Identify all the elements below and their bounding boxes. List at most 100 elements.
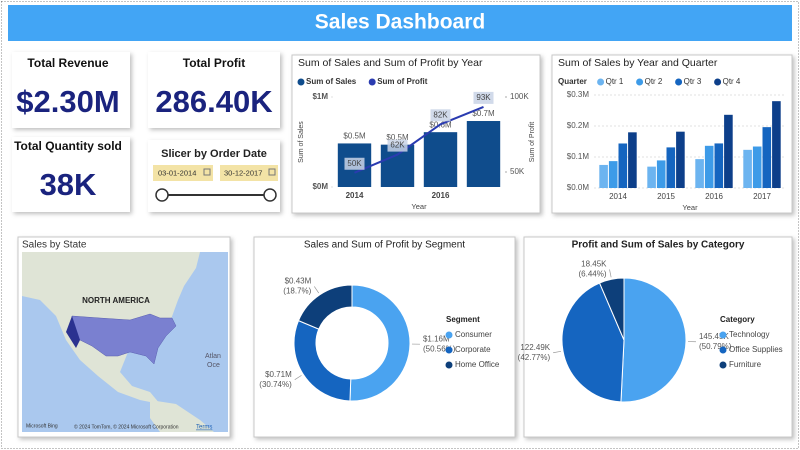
legend-label: Sum of Sales (306, 77, 357, 86)
legend-marker (719, 361, 727, 369)
y-tick-label: $0.3M (567, 90, 590, 99)
slice (561, 282, 625, 403)
legend-marker (714, 78, 722, 86)
chart-title: Sum of Sales by Year and Quarter (558, 57, 718, 69)
date-start[interactable]: 03-01-2014 (158, 168, 196, 177)
us-state[interactable] (66, 316, 80, 348)
data-label: (50.56%) (423, 344, 456, 353)
line (354, 105, 484, 174)
bar (704, 145, 714, 188)
legend-marker (719, 331, 727, 339)
card-value: 286.40K (155, 84, 273, 119)
leader-line (553, 350, 562, 354)
date-input[interactable] (153, 165, 213, 181)
y-tick-label: $1M (312, 92, 328, 101)
data-label-box (387, 139, 408, 152)
data-label: 145.45K (699, 332, 729, 341)
card (12, 137, 130, 212)
legend-label: Consumer (455, 330, 492, 339)
x-tick-label: 2016 (705, 192, 723, 201)
legend-label: Office Supplies (729, 345, 783, 354)
bar (656, 160, 666, 188)
legend-marker (719, 346, 727, 354)
bar (676, 131, 685, 188)
legend-title: Quarter (558, 77, 587, 86)
map-brand: Microsoft Bing (26, 423, 58, 429)
data-label: $0.5M (343, 132, 366, 141)
chart-title: Sum of Sales and Sum of Profit by Year (298, 57, 483, 69)
card-value: 38K (40, 167, 97, 202)
legend-label: Qtr 2 (645, 77, 663, 86)
data-label: $1.16M (423, 334, 450, 343)
data-label-box (344, 157, 365, 170)
legend-label: Qtr 1 (606, 77, 624, 86)
legend-marker (636, 78, 644, 86)
bar (714, 143, 724, 188)
y2-tick-label: 50K (510, 167, 525, 176)
x-tick-label: 2014 (609, 192, 627, 201)
bar (599, 164, 608, 188)
leader-line (609, 269, 612, 278)
data-label: 62K (390, 141, 405, 150)
slice (349, 284, 411, 402)
data-label-box (430, 109, 451, 122)
bar (423, 132, 458, 187)
bar (628, 132, 637, 188)
legend-marker (368, 78, 376, 86)
date-end[interactable]: 30-12-2017 (224, 168, 262, 177)
map-terms[interactable]: Terms (196, 425, 212, 431)
bar (762, 127, 772, 188)
data-label: $0.5M (386, 133, 409, 142)
bar (743, 149, 752, 188)
bar (647, 166, 656, 188)
y-tick-label: $0.1M (567, 152, 590, 161)
chart-title: Sales and Sum of Profit by Segment (304, 240, 465, 251)
legend-label: Technology (729, 330, 769, 339)
bar (618, 143, 628, 188)
chart-title: Profit and Sum of Sales by Category (572, 240, 745, 251)
header-title: Sales Dashboard (315, 11, 485, 34)
data-label: 82K (433, 110, 448, 119)
bar (608, 161, 618, 188)
y2-tick-label: 100K (510, 92, 529, 101)
data-label-box (473, 91, 494, 104)
us-states[interactable] (71, 313, 177, 365)
y-axis-title: Sum of Sales (298, 121, 305, 163)
leader-line (294, 375, 302, 380)
y-tick-label: $0.0M (567, 183, 590, 192)
legend-marker (297, 78, 305, 86)
bar (752, 146, 762, 188)
data-label: (6.44%) (579, 270, 607, 279)
legend-title: Segment (446, 315, 480, 324)
y-tick-label: $0.2M (567, 121, 590, 130)
map-title: Sales by State (22, 240, 87, 251)
leader-line (314, 286, 320, 294)
x-tick-label: 2016 (432, 191, 450, 200)
data-label: 50K (347, 159, 362, 168)
calendar-icon[interactable] (268, 168, 276, 176)
map[interactable] (22, 252, 228, 432)
data-label: (50.79%) (699, 342, 732, 351)
card-label: Total Revenue (27, 56, 108, 70)
x-tick-label: 2017 (753, 192, 771, 201)
map-label: Oce (207, 362, 220, 369)
bar (666, 147, 676, 188)
x-axis-title: Year (682, 203, 698, 212)
bar (724, 114, 733, 188)
date-input[interactable] (220, 165, 278, 181)
data-label: (30.74%) (259, 380, 292, 389)
legend-marker (675, 78, 683, 86)
slider-handle[interactable] (263, 188, 277, 202)
legend-label: Furniture (729, 360, 762, 369)
calendar-icon[interactable] (203, 168, 211, 176)
header-bar (8, 5, 792, 41)
data-label: $0.43M (285, 277, 312, 286)
data-label: 122.49K (520, 343, 550, 352)
card-label: Total Profit (183, 56, 245, 70)
chart-panel (253, 236, 516, 438)
x-axis-title: Year (411, 202, 427, 211)
land (150, 400, 214, 432)
data-label: $0.7M (472, 109, 495, 118)
slice (297, 284, 353, 330)
slider-handle[interactable] (155, 188, 169, 202)
